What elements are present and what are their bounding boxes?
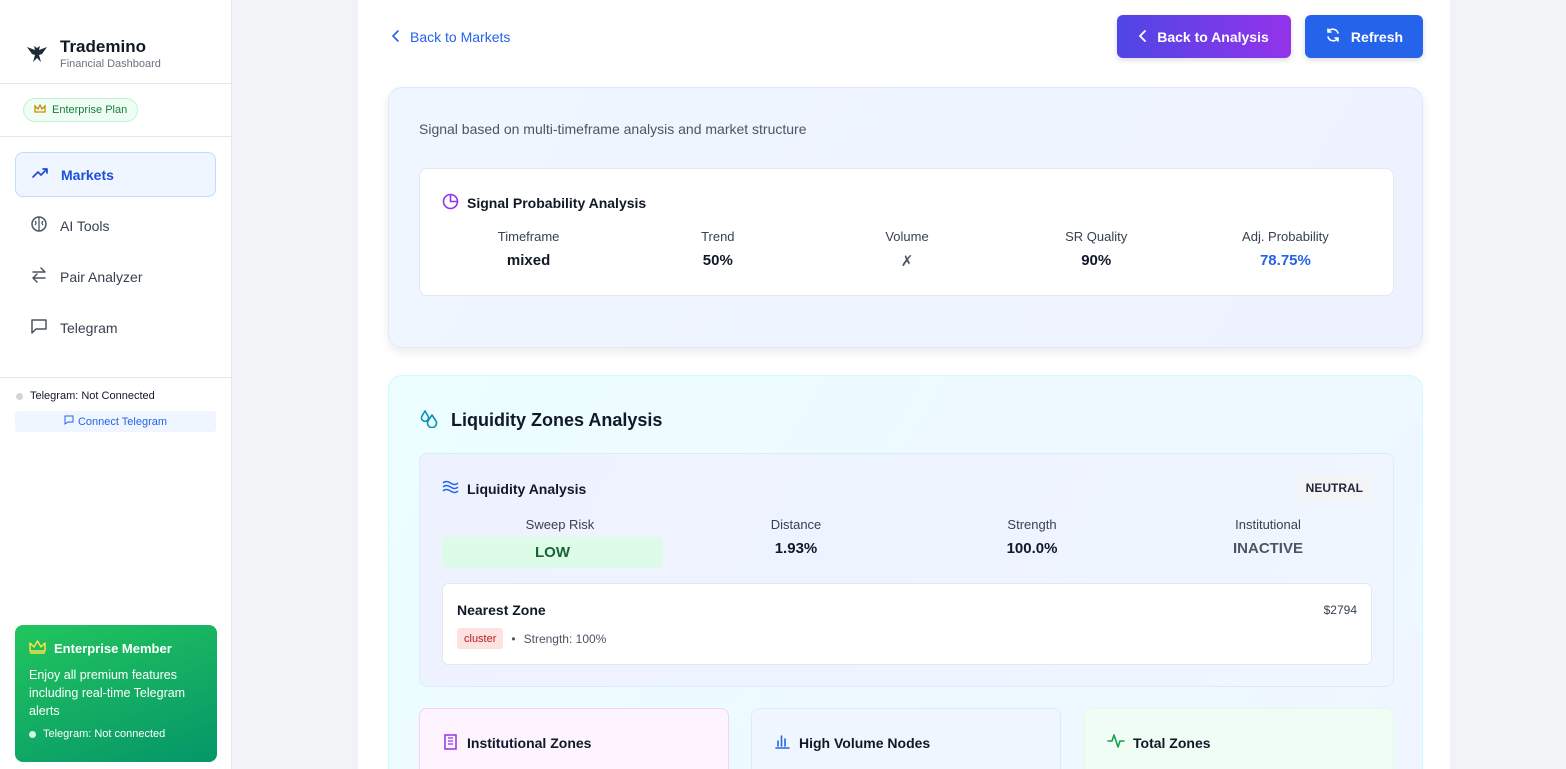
metric-adj-probability: Adj. Probability 78.75%	[1191, 229, 1380, 270]
waves-icon	[442, 480, 459, 497]
building-icon	[442, 733, 459, 753]
signal-probability-panel: Signal Probability Analysis Timeframe mi…	[419, 168, 1394, 296]
plan-label: Enterprise Plan	[52, 104, 128, 116]
probability-metrics: Timeframe mixed Trend 50% Volume ✗ SR Qu…	[434, 229, 1380, 270]
main-content: Back to Markets Back to Analysis Refresh…	[357, 0, 1451, 769]
metric-value: 50%	[702, 252, 733, 269]
nearest-zone-title: Nearest Zone	[457, 602, 546, 618]
sweep-risk-value: LOW	[442, 537, 663, 568]
nearest-zone-price: $2794	[1323, 603, 1357, 617]
plan-badge: Enterprise Plan	[23, 98, 139, 122]
refresh-button[interactable]: Refresh	[1305, 15, 1423, 58]
crown-icon	[29, 640, 46, 657]
liquidity-section-title: Liquidity Zones Analysis	[451, 410, 663, 430]
metric-institutional: Institutional INACTIVE	[1150, 517, 1386, 568]
zone-type-badge: cluster	[457, 628, 504, 649]
metric-value: ✗	[900, 253, 914, 270]
sidebar-item-label: Markets	[61, 166, 114, 183]
refresh-icon	[1325, 27, 1341, 46]
sidebar-item-pair-analyzer[interactable]: Pair Analyzer	[15, 254, 216, 299]
chevron-left-icon	[1139, 29, 1147, 45]
metric-volume: Volume ✗	[812, 229, 1001, 270]
status-dot	[29, 730, 36, 738]
member-description: Enjoy all premium features including rea…	[29, 668, 186, 718]
sidebar-item-label: AI Tools	[60, 217, 110, 234]
metric-sr-quality: SR Quality 90%	[1002, 229, 1191, 270]
back-to-analysis-label: Back to Analysis	[1157, 28, 1269, 45]
message-icon	[64, 415, 74, 428]
metric-value: mixed	[506, 252, 551, 269]
total-zones-card: Total Zones	[1084, 708, 1394, 769]
refresh-label: Refresh	[1350, 28, 1404, 45]
liquidity-metrics: Sweep Risk LOW Distance 1.93% Strength 1…	[442, 517, 1386, 568]
member-title: Enterprise Member	[54, 641, 172, 656]
metric-strength: Strength 100.0%	[914, 517, 1150, 568]
trending-up-icon	[31, 164, 49, 185]
bias-badge: NEUTRAL	[1297, 476, 1371, 500]
bullet-separator: •	[511, 631, 516, 646]
brand-name: Trademino	[60, 36, 146, 56]
member-status-text: Telegram: Not connected	[43, 728, 166, 740]
sidebar-item-telegram[interactable]: Telegram	[15, 305, 216, 350]
liquidity-analysis-panel: Liquidity Analysis NEUTRAL Sweep Risk LO…	[419, 453, 1394, 687]
sidebar-item-label: Pair Analyzer	[60, 268, 143, 285]
liquidity-section: Liquidity Zones Analysis Liquidity Analy…	[388, 375, 1423, 769]
metric-label: Sweep Risk	[525, 517, 595, 532]
sidebar-nav: Markets AI Tools Pair Analyzer Telegram	[0, 137, 231, 378]
signal-probability-title: Signal Probability Analysis	[467, 195, 647, 211]
signal-description: Signal based on multi-timeframe analysis…	[419, 121, 807, 137]
chevron-left-icon	[392, 29, 400, 45]
metric-value: 78.75%	[1259, 252, 1311, 269]
pie-chart-icon	[442, 193, 459, 213]
metric-label: Timeframe	[497, 229, 560, 244]
back-to-markets-link[interactable]: Back to Markets	[392, 29, 510, 45]
sidebar: Trademino Financial Dashboard Enterprise…	[0, 0, 232, 769]
brand-subtitle: Financial Dashboard	[60, 57, 161, 70]
metric-label: Distance	[770, 517, 822, 532]
sidebar-item-ai-tools[interactable]: AI Tools	[15, 203, 216, 248]
swap-arrows-icon	[30, 266, 48, 287]
crown-icon	[34, 103, 46, 117]
metric-label: Trend	[701, 229, 735, 244]
telegram-status-text: Telegram: Not Connected	[30, 390, 155, 402]
metric-label: Volume	[885, 229, 929, 244]
metric-label: Strength	[1007, 517, 1057, 532]
eagle-logo-icon	[26, 43, 48, 65]
bar-chart-icon	[774, 733, 791, 753]
connect-telegram-label: Connect Telegram	[77, 415, 168, 428]
metric-label: Adj. Probability	[1242, 229, 1329, 244]
card-title: High Volume Nodes	[799, 735, 931, 751]
high-volume-nodes-card: High Volume Nodes	[751, 708, 1061, 769]
metric-value: INACTIVE	[1232, 540, 1303, 557]
metric-value: 100.0%	[1006, 540, 1058, 557]
status-dot	[16, 392, 23, 400]
metric-label: SR Quality	[1065, 229, 1128, 244]
institutional-zones-card: Institutional Zones	[419, 708, 729, 769]
connect-telegram-button[interactable]: Connect Telegram	[15, 411, 216, 432]
sidebar-item-markets[interactable]: Markets	[15, 152, 216, 197]
activity-icon	[1107, 733, 1125, 752]
brain-icon	[30, 215, 48, 236]
sidebar-item-label: Telegram	[60, 319, 118, 336]
enterprise-member-card: Enterprise Member Enjoy all premium feat…	[15, 625, 217, 762]
metric-label: Institutional	[1235, 517, 1301, 532]
signal-section: Signal based on multi-timeframe analysis…	[388, 87, 1423, 348]
telegram-status: Telegram: Not Connected	[0, 378, 231, 402]
brand-header[interactable]: Trademino Financial Dashboard	[0, 0, 231, 84]
back-to-analysis-button[interactable]: Back to Analysis	[1117, 15, 1291, 58]
liquidity-analysis-title: Liquidity Analysis	[467, 480, 587, 497]
metric-sweep-risk: Sweep Risk LOW	[442, 517, 678, 568]
message-square-icon	[30, 317, 48, 338]
card-title: Institutional Zones	[467, 735, 592, 751]
back-to-markets-label: Back to Markets	[410, 29, 511, 45]
metric-value: 1.93%	[774, 540, 818, 557]
card-title: Total Zones	[1133, 734, 1211, 751]
metric-timeframe: Timeframe mixed	[434, 229, 623, 270]
zone-strength: Strength: 100%	[523, 631, 607, 646]
metric-value: 90%	[1081, 252, 1112, 269]
metric-distance: Distance 1.93%	[678, 517, 914, 568]
metric-trend: Trend 50%	[623, 229, 812, 270]
nearest-zone-card: Nearest Zone $2794 cluster • Strength: 1…	[442, 583, 1372, 665]
droplets-icon	[419, 408, 439, 433]
